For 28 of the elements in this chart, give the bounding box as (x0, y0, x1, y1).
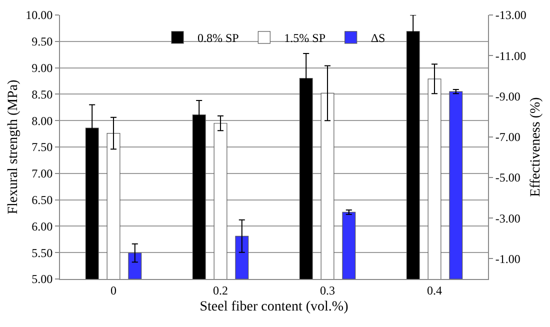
y-tick-label: 7.50 (32, 140, 53, 154)
y-tick-label: 5.00 (32, 272, 53, 286)
y-tick-label: 9.00 (32, 61, 53, 75)
x-tick-label: 0.4 (427, 283, 442, 298)
y-tick-label: 6.50 (32, 193, 53, 207)
y2-tick-label: -3.00 (495, 211, 520, 226)
x-tick-label: 0.2 (213, 283, 228, 298)
y2-tick-label: -11.00 (495, 48, 526, 63)
y2-tick-label: -13.00 (495, 8, 526, 22)
y-tick-label: 6.00 (32, 219, 53, 234)
x-axis-title: Steel fiber content (vol.%) (200, 300, 349, 315)
y-tick-label: 8.00 (32, 114, 53, 128)
legend-label: 1.5% SP (284, 31, 326, 46)
x-tick-label: 0 (110, 283, 116, 298)
y-tick-label: 10.00 (26, 8, 53, 22)
y-axis-title: Flexural strength (MPa) (6, 79, 22, 214)
y2-tick-label: -9.00 (495, 89, 520, 104)
legend-label: ΔS (370, 31, 386, 46)
y2-tick-label: -5.00 (495, 170, 520, 185)
y2-axis-title: Effectiveness (%) (528, 96, 544, 197)
y-tick-label: 5.50 (32, 246, 53, 260)
y2-tick-label: -1.00 (495, 252, 520, 266)
y-tick-label: 9.50 (32, 34, 53, 49)
y-tick-label: 8.50 (32, 87, 53, 102)
y2-tick-label: -7.00 (495, 130, 520, 144)
x-tick-label: 0.3 (320, 283, 335, 298)
legend-label: 0.8% SP (198, 31, 240, 46)
y-tick-label: 7.00 (32, 166, 53, 181)
